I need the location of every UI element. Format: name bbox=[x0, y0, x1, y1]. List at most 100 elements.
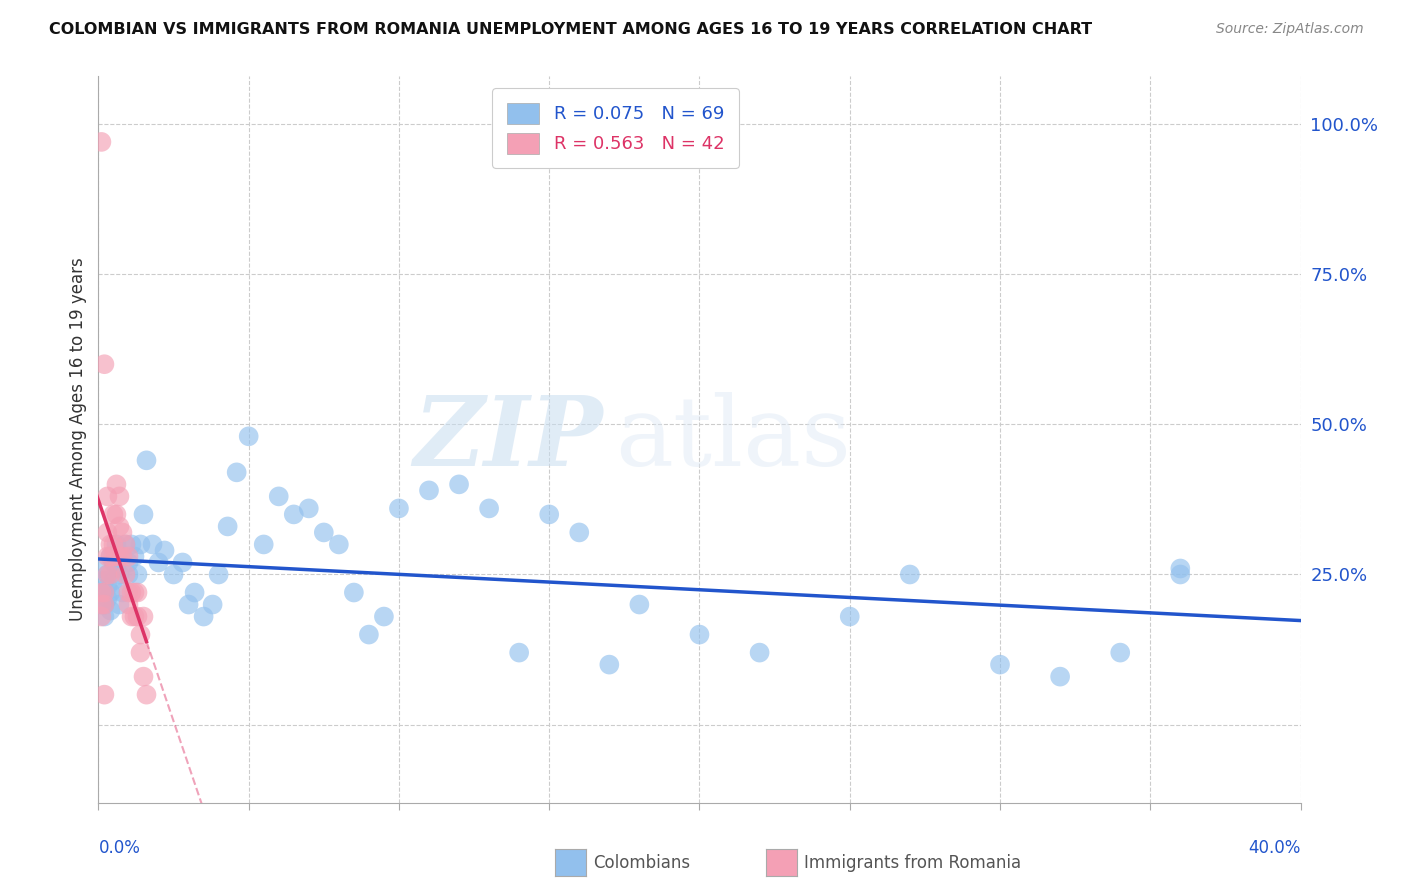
Point bbox=[129, 537, 152, 551]
Point bbox=[447, 477, 470, 491]
Point bbox=[148, 556, 170, 570]
Point bbox=[90, 561, 112, 575]
Point bbox=[90, 598, 112, 612]
Point bbox=[357, 627, 380, 641]
Point bbox=[90, 135, 112, 149]
Point bbox=[103, 508, 125, 522]
Point bbox=[121, 609, 143, 624]
Point bbox=[100, 549, 122, 564]
Point bbox=[153, 543, 176, 558]
Point bbox=[96, 580, 118, 594]
Point bbox=[96, 591, 118, 606]
Point bbox=[124, 609, 146, 624]
Point bbox=[478, 501, 501, 516]
Point bbox=[93, 357, 115, 371]
Point bbox=[267, 489, 290, 503]
Point bbox=[129, 627, 152, 641]
Point bbox=[141, 537, 163, 551]
Point bbox=[132, 508, 155, 522]
Point bbox=[103, 537, 125, 551]
Text: Immigrants from Romania: Immigrants from Romania bbox=[804, 855, 1021, 872]
Point bbox=[508, 646, 530, 660]
Point bbox=[90, 598, 112, 612]
Point bbox=[121, 537, 143, 551]
Point bbox=[93, 598, 115, 612]
Text: 0.0%: 0.0% bbox=[98, 838, 141, 857]
Point bbox=[114, 567, 136, 582]
Point bbox=[628, 598, 651, 612]
Point bbox=[328, 537, 350, 551]
Point bbox=[129, 646, 152, 660]
Point bbox=[748, 646, 770, 660]
Point bbox=[105, 477, 128, 491]
Point bbox=[298, 501, 321, 516]
Point bbox=[124, 585, 146, 599]
Text: Colombians: Colombians bbox=[593, 855, 690, 872]
Point bbox=[201, 598, 224, 612]
Point bbox=[127, 567, 149, 582]
Point bbox=[127, 585, 149, 599]
Text: Source: ZipAtlas.com: Source: ZipAtlas.com bbox=[1216, 22, 1364, 37]
Point bbox=[283, 508, 305, 522]
Point bbox=[162, 567, 184, 582]
Point bbox=[93, 609, 115, 624]
Point bbox=[90, 585, 112, 599]
Text: atlas: atlas bbox=[616, 392, 852, 486]
Point bbox=[208, 567, 231, 582]
Point bbox=[172, 556, 194, 570]
Point bbox=[96, 567, 118, 582]
Point bbox=[1170, 561, 1192, 575]
Point bbox=[343, 585, 366, 599]
Point bbox=[689, 627, 711, 641]
Point bbox=[121, 585, 143, 599]
Point bbox=[1049, 670, 1071, 684]
Point bbox=[111, 549, 134, 564]
Point bbox=[93, 574, 115, 588]
Point bbox=[135, 453, 157, 467]
Point bbox=[93, 688, 115, 702]
Point bbox=[177, 598, 200, 612]
Point bbox=[100, 537, 122, 551]
Point bbox=[132, 609, 155, 624]
Point bbox=[108, 598, 131, 612]
Point bbox=[100, 567, 122, 582]
Point bbox=[538, 508, 561, 522]
Point bbox=[988, 657, 1011, 672]
Point bbox=[105, 537, 128, 551]
Point bbox=[568, 525, 591, 540]
Point bbox=[108, 489, 131, 503]
Point bbox=[108, 519, 131, 533]
Point bbox=[838, 609, 860, 624]
Point bbox=[100, 585, 122, 599]
Point bbox=[418, 483, 440, 498]
Point bbox=[96, 525, 118, 540]
Point bbox=[124, 549, 146, 564]
Point bbox=[105, 561, 128, 575]
Point bbox=[93, 585, 115, 599]
Point bbox=[96, 567, 118, 582]
Point bbox=[108, 567, 131, 582]
Point bbox=[105, 508, 128, 522]
Point bbox=[117, 567, 139, 582]
Point bbox=[108, 549, 131, 564]
Point bbox=[90, 585, 112, 599]
Point bbox=[1170, 567, 1192, 582]
Point bbox=[373, 609, 395, 624]
Point bbox=[105, 549, 128, 564]
Point bbox=[135, 688, 157, 702]
Text: 40.0%: 40.0% bbox=[1249, 838, 1301, 857]
Point bbox=[114, 537, 136, 551]
Point bbox=[90, 609, 112, 624]
Point bbox=[117, 556, 139, 570]
Point bbox=[96, 489, 118, 503]
Point bbox=[217, 519, 239, 533]
Point bbox=[1109, 646, 1132, 660]
Point bbox=[132, 670, 155, 684]
Point bbox=[238, 429, 260, 443]
Point bbox=[103, 556, 125, 570]
Legend: R = 0.075   N = 69, R = 0.563   N = 42: R = 0.075 N = 69, R = 0.563 N = 42 bbox=[492, 88, 738, 168]
Point bbox=[117, 549, 139, 564]
Point bbox=[96, 549, 118, 564]
Point bbox=[103, 549, 125, 564]
Point bbox=[253, 537, 276, 551]
